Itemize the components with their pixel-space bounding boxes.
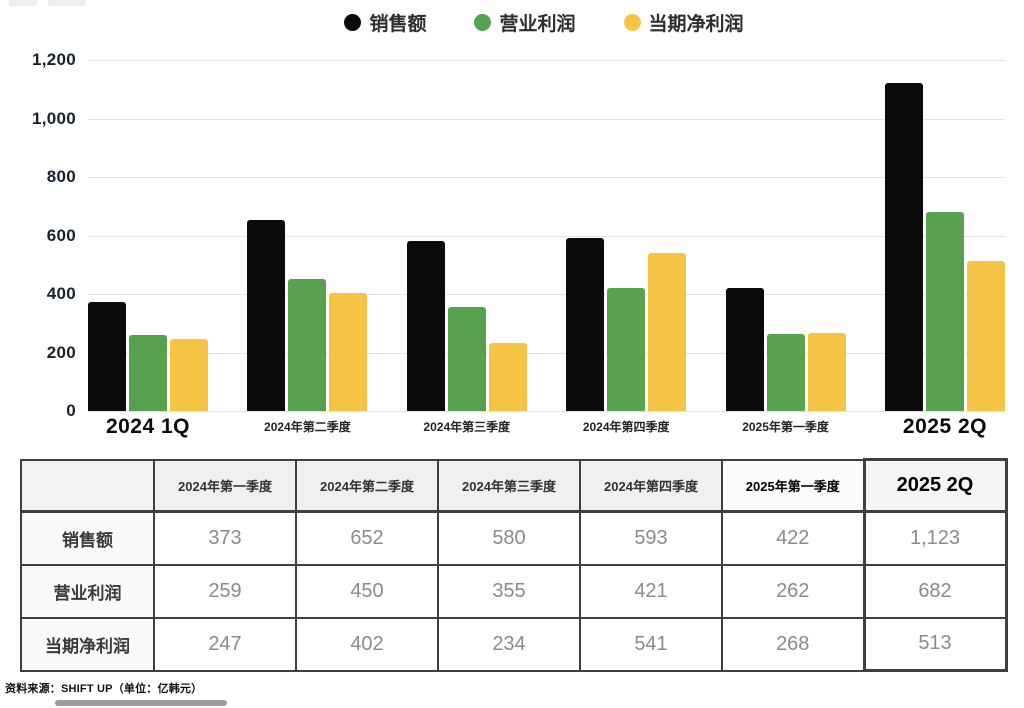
bar-营业利润: [288, 279, 327, 411]
gridline: [88, 177, 1005, 178]
bar-营业利润: [925, 211, 964, 411]
table-header-row: 2024年第一季度 2024年第二季度 2024年第三季度 2024年第四季度 2025…: [20, 458, 1008, 513]
data-table-wrap: 2024年第一季度 2024年第二季度 2024年第三季度 2024年第四季度 2025…: [20, 458, 1008, 672]
table-row: 营业利润 259 450 355 421 262 682: [20, 563, 1008, 619]
legend: 销售额 营业利润 当期净利润: [0, 9, 1024, 36]
table-cell: 450: [295, 563, 439, 619]
y-axis-tick: 600: [46, 225, 76, 245]
bar-销售额: [566, 237, 605, 411]
bar-当期净利润: [329, 293, 368, 411]
legend-label: 当期净利润: [648, 14, 744, 35]
chart: 销售额 营业利润 当期净利润 2024 1Q 2024年第二季度 2024年第三季度 20…: [0, 9, 1024, 439]
table-cell: 234: [437, 616, 581, 672]
row-label: 营业利润: [20, 563, 155, 619]
table-cell: 355: [437, 563, 581, 619]
bar-group-3: [406, 60, 527, 411]
bar-group-6: [884, 60, 1005, 411]
row-label: 当期净利润: [20, 616, 155, 672]
bar-销售额: [884, 82, 923, 411]
table-cell: 268: [721, 616, 865, 672]
bar-营业利润: [607, 287, 646, 411]
bar-当期净利润: [807, 332, 846, 411]
legend-label: 营业利润: [499, 14, 576, 35]
plot-area: [88, 60, 1005, 412]
legend-dot-icon: [344, 14, 362, 31]
legend-label: 销售额: [369, 14, 427, 35]
table-col-header: 2025年第一季度: [721, 458, 865, 513]
table-body: 销售额 373 652 580 593 422 1,123 营业利润 259 450 355 421 2…: [20, 510, 1008, 672]
x-axis-label: 2024 1Q: [105, 415, 191, 438]
table-cell: 513: [862, 616, 1008, 672]
bar-当期净利润: [966, 260, 1005, 411]
bar-group-2: [247, 60, 368, 411]
bar-group-5: [725, 60, 846, 411]
y-axis-tick: 1,000: [31, 108, 76, 128]
cropped-scrollbar: [55, 700, 227, 706]
gridline: [88, 352, 1005, 354]
bar-销售额: [406, 241, 445, 411]
gridline: [88, 411, 1005, 412]
legend-item-2: 营业利润: [474, 9, 576, 36]
gridline: [88, 118, 1005, 120]
legend-dot-icon: [474, 14, 492, 31]
y-axis-tick: 400: [46, 284, 76, 303]
table-col-header: 2024年第四季度: [579, 458, 723, 513]
y-axis-tick: 0: [66, 401, 76, 420]
x-axis-label: 2024年第三季度: [423, 420, 511, 434]
x-axis-label: 2024年第四季度: [582, 420, 670, 434]
bar-营业利润: [766, 334, 805, 411]
table-cell: 373: [153, 510, 297, 566]
bar-当期净利润: [488, 342, 527, 411]
legend-item-1: 销售额: [344, 9, 426, 36]
x-axis-label: 2025 2Q: [902, 415, 987, 438]
table-cell: 682: [862, 563, 1008, 619]
bar-营业利润: [447, 307, 486, 411]
table-cell: 541: [579, 616, 723, 672]
cropped-artifact: [48, 0, 86, 6]
y-axis-tick: 800: [46, 167, 76, 186]
source-note: 资料来源：SHIFT UP（单位：亿韩元）: [5, 683, 203, 695]
table-cell: 652: [295, 510, 439, 566]
bar-当期净利润: [648, 252, 687, 411]
bar-group-4: [566, 60, 687, 411]
bar-营业利润: [129, 335, 167, 411]
gridline: [88, 60, 1005, 61]
table-cell: 580: [437, 510, 581, 566]
table-col-header: 2025 2Q: [862, 458, 1008, 513]
x-axis-label: 2024年第二季度: [264, 420, 351, 434]
table-corner-cell: [20, 458, 155, 513]
table-col-header: 2024年第二季度: [295, 458, 439, 513]
y-axis-tick: 200: [46, 342, 76, 362]
legend-dot-icon: [623, 14, 641, 31]
table-cell: 1,123: [862, 510, 1008, 566]
table-cell: 259: [153, 563, 297, 619]
table-col-header: 2024年第三季度: [437, 458, 581, 513]
gridline: [88, 235, 1005, 237]
table-row: 当期净利润 247 402 234 541 268 513: [20, 616, 1008, 672]
y-axis-tick: 1,200: [31, 50, 76, 69]
table-cell: 402: [295, 616, 439, 672]
table-cell: 262: [721, 563, 865, 619]
data-table: 2024年第一季度 2024年第二季度 2024年第三季度 2024年第四季度 2025…: [20, 458, 1008, 672]
bar-group-1: [88, 60, 208, 411]
bar-销售额: [725, 287, 764, 411]
x-axis-labels: 2024 1Q 2024年第二季度 2024年第三季度 2024年第四季度 2025年第…: [88, 415, 1005, 439]
gridline: [88, 294, 1005, 295]
bar-销售额: [88, 301, 126, 411]
x-axis-label: 2025年第一季度: [742, 420, 829, 434]
bar-当期净利润: [170, 338, 208, 411]
legend-item-3: 当期净利润: [623, 9, 744, 36]
table-row: 销售额 373 652 580 593 422 1,123: [20, 510, 1008, 566]
table-cell: 421: [579, 563, 723, 619]
table-cell: 247: [153, 616, 297, 672]
row-label: 销售额: [20, 510, 155, 566]
table-cell: 422: [721, 510, 865, 566]
table-cell: 593: [579, 510, 723, 566]
cropped-artifact: [9, 0, 37, 6]
table-col-header: 2024年第一季度: [153, 458, 297, 513]
bar-销售额: [247, 220, 286, 411]
